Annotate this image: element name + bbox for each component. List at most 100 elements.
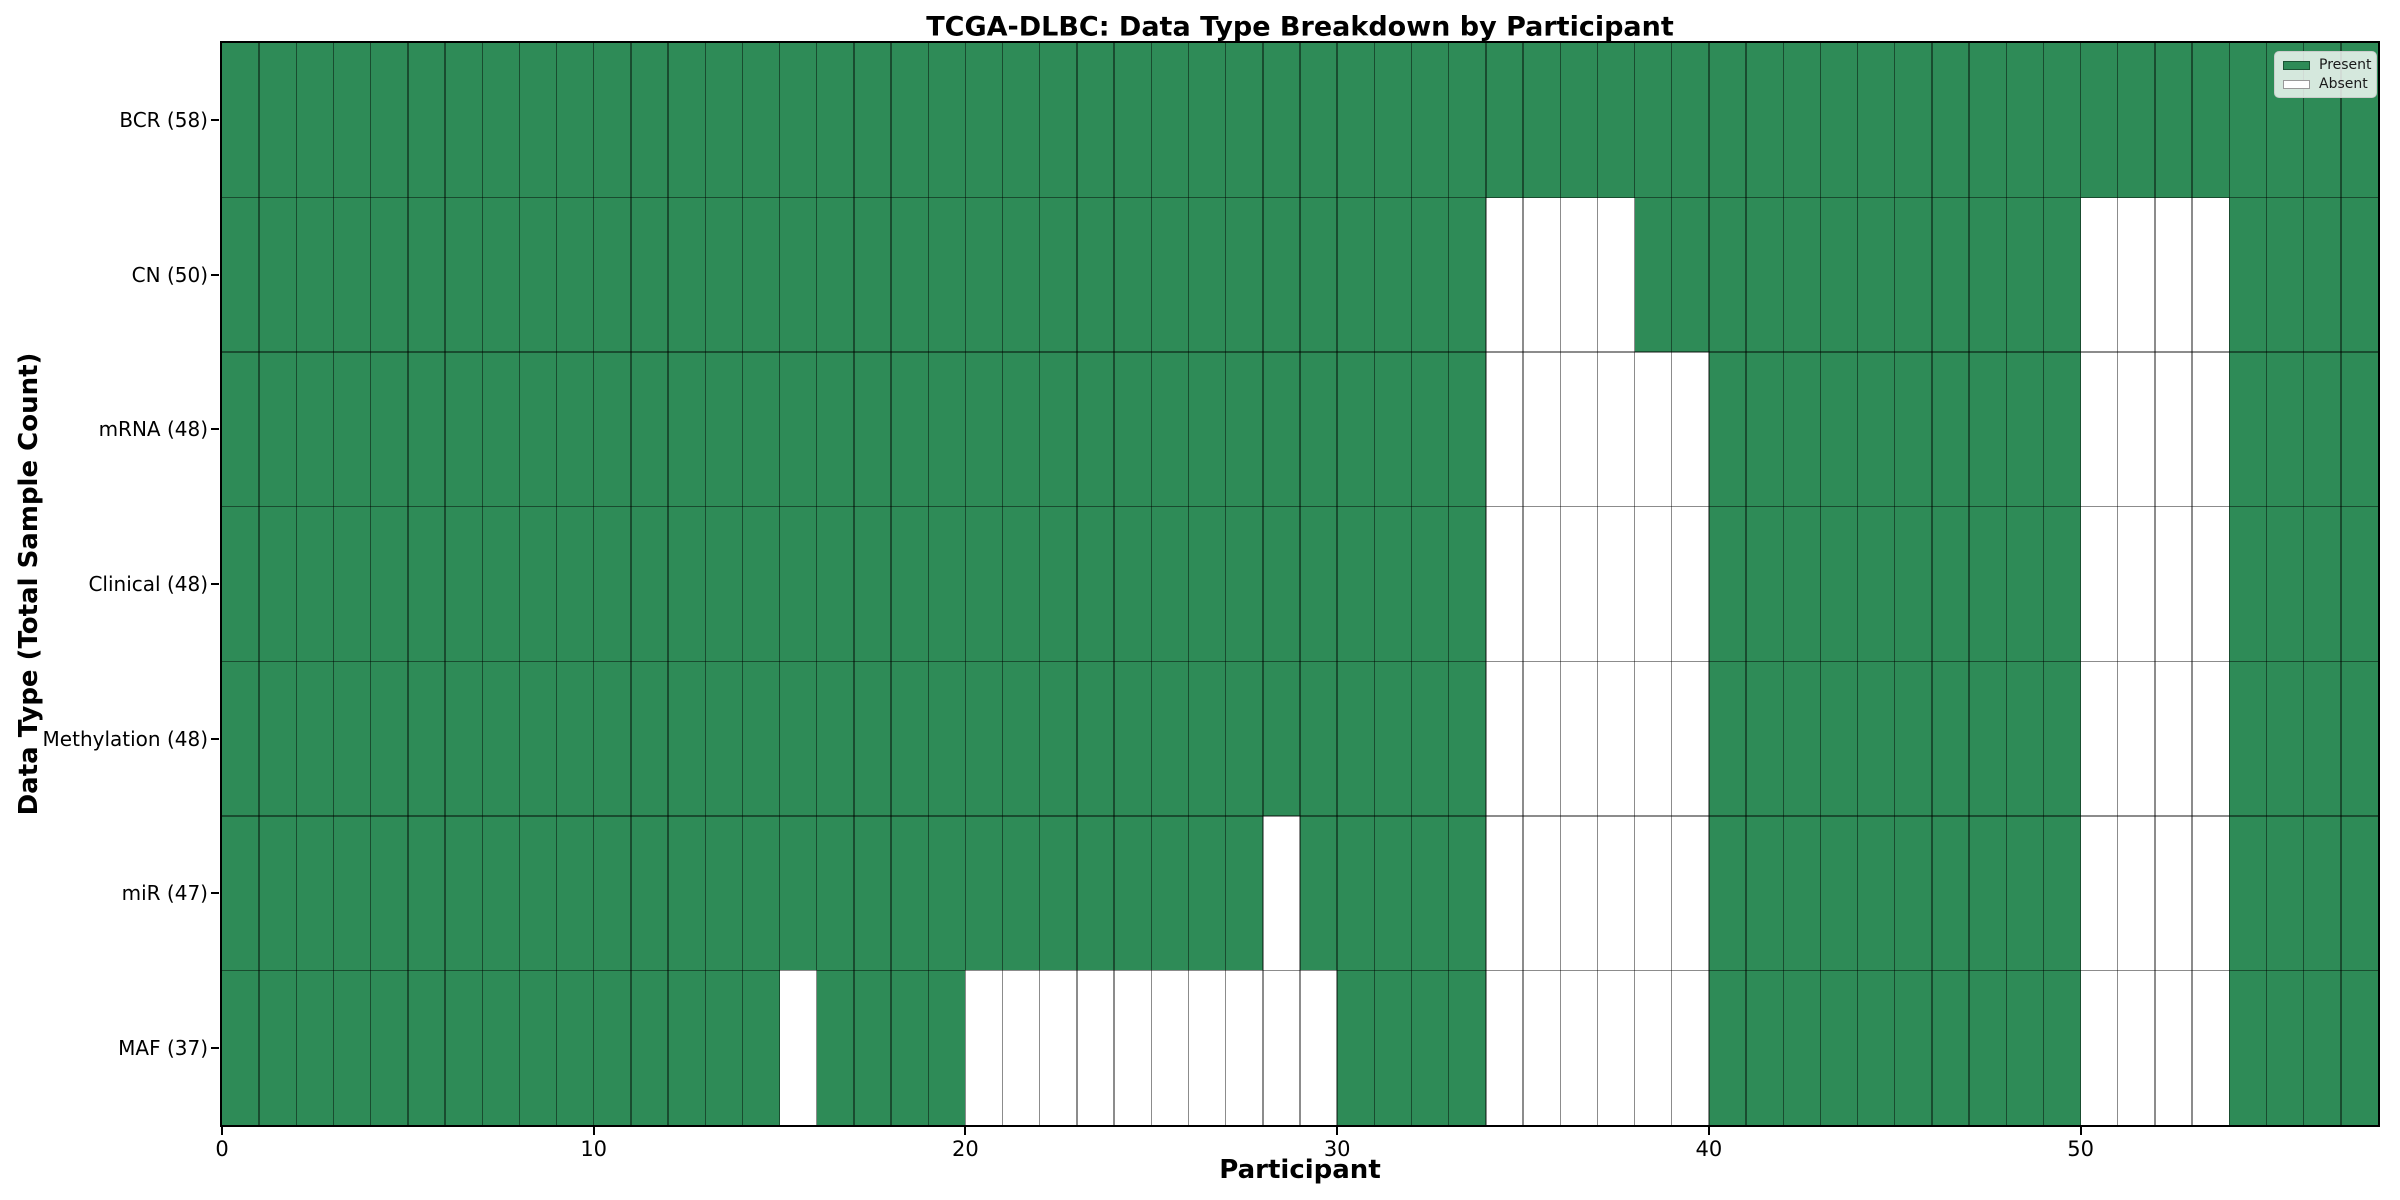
cell-CN-p30 (1337, 197, 1375, 353)
cell-CN-p0 (222, 197, 260, 353)
cell-miR-p56 (2303, 815, 2342, 971)
cell-Clinical-p17 (853, 506, 892, 662)
cell-mRNA-p18 (891, 352, 929, 508)
cell-Clinical-p9 (556, 506, 595, 662)
gridline-vertical (630, 43, 632, 1125)
cell-miR-p7 (482, 815, 520, 971)
cell-CN-p36 (1560, 197, 1598, 353)
legend-item-present: Present (2283, 58, 2372, 72)
cell-Methylation-p51 (2117, 661, 2156, 817)
cell-miR-p21 (1002, 815, 1041, 971)
cell-Clinical-p1 (259, 506, 297, 662)
cell-Methylation-p3 (333, 661, 372, 817)
gridline-vertical (593, 43, 595, 1125)
cell-BCR-p26 (1188, 43, 1227, 199)
cell-Clinical-p20 (965, 506, 1004, 662)
cell-Methylation-p49 (2043, 661, 2082, 817)
gridline-vertical (2302, 43, 2305, 1125)
cell-BCR-p49 (2043, 43, 2082, 199)
gridline-vertical (1596, 43, 1599, 1125)
cell-mRNA-p23 (1076, 352, 1115, 508)
cell-BCR-p45 (1894, 43, 1933, 199)
cell-Methylation-p1 (259, 661, 297, 817)
cell-Methylation-p53 (2192, 661, 2230, 817)
gridline-vertical (555, 43, 558, 1125)
cell-miR-p27 (1225, 815, 1264, 971)
cell-CN-p29 (1300, 197, 1338, 353)
cell-mRNA-p9 (556, 352, 595, 508)
cell-CN-p54 (2229, 197, 2267, 353)
cell-Methylation-p38 (1634, 661, 1673, 817)
cell-Methylation-p39 (1671, 661, 1710, 817)
cell-CN-p37 (1597, 197, 1636, 353)
cell-miR-p8 (519, 815, 558, 971)
cell-MAF-p45 (1894, 970, 1933, 1126)
gridline-vertical (295, 43, 298, 1125)
cell-MAF-p48 (2006, 970, 2044, 1126)
cell-Clinical-p25 (1151, 506, 1189, 662)
cell-Clinical-p24 (1114, 506, 1152, 662)
cell-MAF-p28 (1262, 970, 1301, 1126)
cell-mRNA-p29 (1300, 352, 1338, 508)
cell-MAF-p11 (630, 970, 669, 1126)
cell-MAF-p47 (1969, 970, 2007, 1126)
gridline-horizontal (222, 969, 2378, 972)
gridline-vertical (1522, 43, 1524, 1125)
cell-CN-p10 (593, 197, 632, 353)
cell-Methylation-p25 (1151, 661, 1189, 817)
cell-BCR-p11 (630, 43, 669, 199)
legend-label-absent: Absent (2319, 76, 2368, 92)
cell-mRNA-p35 (1523, 352, 1561, 508)
gridline-vertical (1968, 43, 1970, 1125)
cell-CN-p57 (2340, 197, 2379, 353)
cell-Clinical-p52 (2154, 506, 2193, 662)
cell-CN-p34 (1485, 197, 1524, 353)
cell-Clinical-p4 (370, 506, 409, 662)
ytick-mark (211, 273, 219, 276)
cell-CN-p16 (816, 197, 855, 353)
cell-Clinical-p21 (1002, 506, 1041, 662)
cell-BCR-p14 (742, 43, 781, 199)
cell-Clinical-p5 (407, 506, 446, 662)
cell-CN-p8 (519, 197, 558, 353)
cell-CN-p12 (668, 197, 706, 353)
cell-mRNA-p26 (1188, 352, 1227, 508)
cell-Clinical-p41 (1746, 506, 1784, 662)
cell-miR-p4 (370, 815, 409, 971)
cell-BCR-p39 (1671, 43, 1710, 199)
cell-Methylation-p30 (1337, 661, 1375, 817)
cell-Clinical-p14 (742, 506, 781, 662)
ytick-mark (211, 892, 219, 895)
cell-BCR-p48 (2006, 43, 2044, 199)
cell-Clinical-p35 (1523, 506, 1561, 662)
cell-CN-p51 (2117, 197, 2156, 353)
cell-Methylation-p46 (1931, 661, 1970, 817)
cell-MAF-p26 (1188, 970, 1227, 1126)
cell-Clinical-p11 (630, 506, 669, 662)
cell-CN-p7 (482, 197, 520, 353)
cell-BCR-p9 (556, 43, 595, 199)
cell-miR-p36 (1560, 815, 1598, 971)
legend-label-present: Present (2319, 57, 2372, 73)
cell-Clinical-p45 (1894, 506, 1933, 662)
cell-MAF-p46 (1931, 970, 1970, 1126)
cell-Clinical-p49 (2043, 506, 2082, 662)
cell-miR-p32 (1411, 815, 1450, 971)
cell-mRNA-p6 (445, 352, 483, 508)
cell-MAF-p40 (1708, 970, 1747, 1126)
cell-miR-p38 (1634, 815, 1673, 971)
cell-Clinical-p31 (1374, 506, 1412, 662)
cell-BCR-p30 (1337, 43, 1375, 199)
cell-MAF-p3 (333, 970, 372, 1126)
chart-title: TCGA-DLBC: Data Type Breakdown by Partic… (926, 11, 1674, 43)
cell-miR-p10 (593, 815, 632, 971)
cell-Methylation-p44 (1857, 661, 1896, 817)
cell-mRNA-p55 (2266, 352, 2305, 508)
cell-Methylation-p16 (816, 661, 855, 817)
cell-mRNA-p34 (1485, 352, 1524, 508)
cell-Methylation-p4 (370, 661, 409, 817)
cell-Methylation-p55 (2266, 661, 2305, 817)
cell-MAF-p13 (705, 970, 743, 1126)
cell-BCR-p43 (1820, 43, 1859, 199)
cell-CN-p11 (630, 197, 669, 353)
